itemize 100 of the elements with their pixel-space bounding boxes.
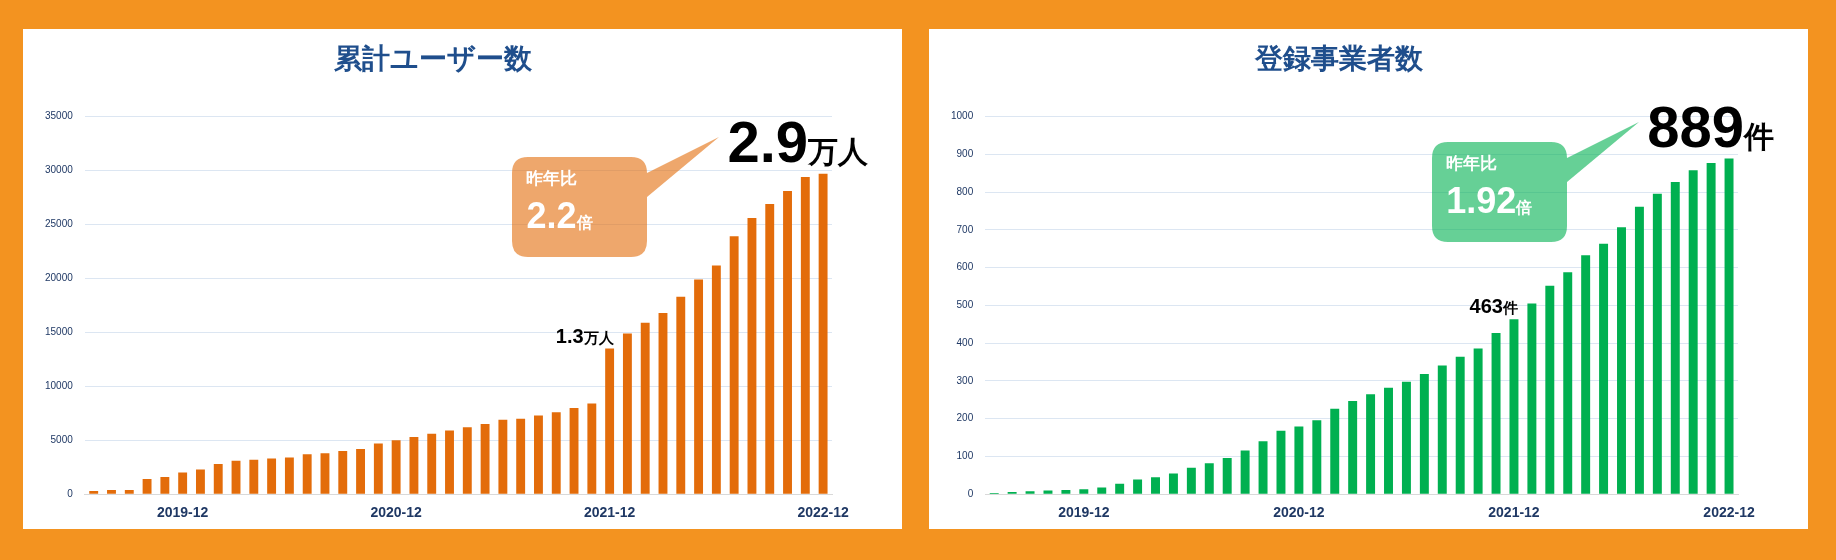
y-tick-label: 0 xyxy=(967,487,974,499)
bar xyxy=(1168,473,1178,494)
annotation: 1.3万人 xyxy=(555,324,615,347)
bar xyxy=(1455,356,1465,494)
bar xyxy=(1599,243,1609,494)
bar xyxy=(1509,319,1519,494)
bar xyxy=(178,472,188,494)
annotation: 2.9万人 xyxy=(727,108,870,174)
bar xyxy=(124,489,134,494)
bar xyxy=(1706,163,1716,494)
bar xyxy=(1186,467,1196,494)
x-tick-label: 2021-12 xyxy=(1488,504,1540,521)
y-tick-label: 600 xyxy=(956,261,974,273)
y-tick-label: 10000 xyxy=(45,380,74,392)
bar xyxy=(1097,487,1107,494)
bar xyxy=(516,418,526,494)
bar xyxy=(1258,441,1268,494)
annotation: 昨年比 xyxy=(526,168,578,189)
x-tick-label: 2019-12 xyxy=(156,504,209,521)
bar xyxy=(1043,490,1053,494)
x-tick-label: 2020-12 xyxy=(1273,504,1325,521)
bar xyxy=(284,457,294,494)
bar xyxy=(338,451,348,494)
bar xyxy=(391,440,401,494)
y-tick-label: 1000 xyxy=(951,110,974,122)
annotation: 2.2倍 xyxy=(526,194,593,236)
bar xyxy=(711,265,721,494)
y-tick-label: 0 xyxy=(67,487,74,499)
bar xyxy=(498,419,508,494)
y-tick-label: 20000 xyxy=(45,272,74,284)
bar xyxy=(1294,426,1304,494)
bar xyxy=(1491,332,1501,494)
bar xyxy=(1204,463,1214,494)
bar xyxy=(1473,348,1483,494)
bar xyxy=(676,296,686,494)
bar xyxy=(213,463,223,494)
bar xyxy=(320,453,330,494)
bar xyxy=(569,407,579,494)
bar xyxy=(1025,491,1035,494)
bar xyxy=(551,412,561,494)
bar xyxy=(1527,303,1537,494)
y-tick-label: 800 xyxy=(956,185,974,197)
y-tick-label: 300 xyxy=(956,374,974,386)
bar xyxy=(1312,420,1322,494)
bar xyxy=(1079,489,1089,494)
bar xyxy=(747,218,757,494)
bar xyxy=(1222,457,1232,494)
bar xyxy=(1634,206,1644,494)
bar xyxy=(1724,158,1734,494)
bar xyxy=(1563,272,1573,494)
bar xyxy=(427,433,437,494)
bar xyxy=(1348,400,1358,494)
bar xyxy=(622,333,632,494)
x-tick-label: 2021-12 xyxy=(583,504,636,521)
bar xyxy=(1384,387,1393,494)
bar xyxy=(1652,193,1662,494)
x-tick-label: 2019-12 xyxy=(1058,504,1110,521)
bar xyxy=(107,489,116,494)
y-tick-label: 500 xyxy=(956,299,974,311)
bar xyxy=(373,443,383,494)
speech-bubble: 昨年比 2.2倍 xyxy=(512,136,720,257)
bar xyxy=(658,312,668,494)
bar xyxy=(302,454,312,494)
bar xyxy=(231,460,241,494)
bar xyxy=(1688,170,1698,494)
bar xyxy=(1581,255,1591,494)
bar xyxy=(694,279,704,494)
y-tick-label: 35000 xyxy=(45,110,74,122)
y-tick-label: 100 xyxy=(956,450,974,462)
bar xyxy=(800,177,810,494)
bar xyxy=(1545,285,1555,494)
bar xyxy=(267,458,277,494)
bar xyxy=(89,490,99,494)
bar xyxy=(1115,483,1125,494)
bar xyxy=(1437,365,1447,494)
annotation: 889件 xyxy=(1647,93,1775,159)
y-tick-label: 900 xyxy=(956,148,974,160)
x-tick-label: 2022-12 xyxy=(797,504,849,521)
chart-title: 登録事業者数 xyxy=(1253,42,1424,74)
bar xyxy=(587,403,597,494)
bar xyxy=(409,437,419,494)
bar xyxy=(765,203,775,494)
bar xyxy=(1151,477,1160,494)
bar xyxy=(1276,430,1286,494)
y-tick-label: 30000 xyxy=(45,164,74,176)
bar xyxy=(605,348,615,494)
y-tick-label: 700 xyxy=(956,223,974,235)
bar xyxy=(445,430,454,494)
bar xyxy=(1061,490,1071,494)
bar xyxy=(1366,394,1376,494)
speech-bubble: 昨年比 1.92倍 xyxy=(1432,121,1640,242)
bar xyxy=(249,459,259,494)
y-tick-label: 15000 xyxy=(45,326,74,338)
bar xyxy=(783,191,792,494)
bar xyxy=(462,427,472,494)
bar xyxy=(1419,374,1429,494)
bar xyxy=(356,448,366,494)
y-tick-label: 5000 xyxy=(50,434,74,446)
bar xyxy=(534,415,543,494)
y-tick-label: 400 xyxy=(956,336,974,348)
